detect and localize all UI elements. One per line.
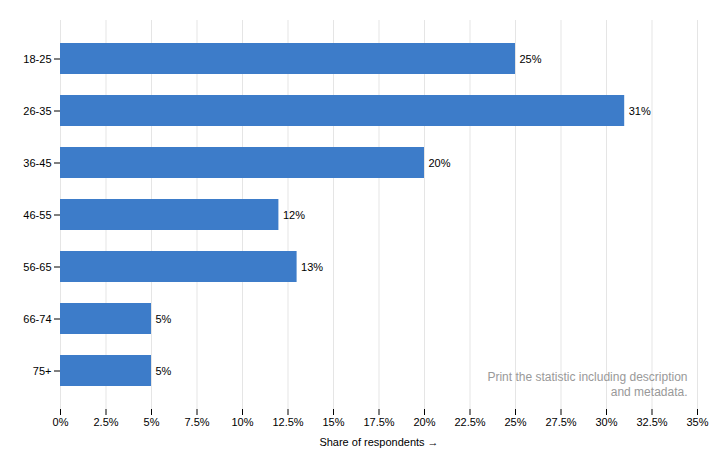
svg-text:36-45: 36-45 — [23, 157, 51, 169]
svg-text:30%: 30% — [595, 416, 617, 428]
svg-text:5%: 5% — [156, 313, 172, 325]
svg-text:2.5%: 2.5% — [93, 416, 118, 428]
svg-text:7.5%: 7.5% — [184, 416, 209, 428]
svg-text:Print the statistic including: Print the statistic including descriptio… — [487, 370, 687, 398]
svg-text:10%: 10% — [231, 416, 253, 428]
svg-text:17.5%: 17.5% — [363, 416, 394, 428]
svg-text:56-65: 56-65 — [23, 261, 51, 273]
svg-text:20%: 20% — [429, 157, 451, 169]
svg-text:66-74: 66-74 — [23, 313, 51, 325]
svg-text:25%: 25% — [520, 53, 542, 65]
svg-text:31%: 31% — [629, 105, 651, 117]
svg-text:18-25: 18-25 — [23, 53, 51, 65]
svg-text:27.5%: 27.5% — [545, 416, 576, 428]
svg-text:0%: 0% — [53, 416, 69, 428]
svg-text:12.5%: 12.5% — [272, 416, 303, 428]
svg-text:22.5%: 22.5% — [454, 416, 485, 428]
svg-text:13%: 13% — [301, 261, 323, 273]
svg-text:35%: 35% — [686, 416, 708, 428]
svg-text:20%: 20% — [413, 416, 435, 428]
svg-text:25%: 25% — [504, 416, 526, 428]
svg-text:26-35: 26-35 — [23, 105, 51, 117]
svg-text:32.5%: 32.5% — [636, 416, 667, 428]
svg-text:15%: 15% — [322, 416, 344, 428]
svg-text:46-55: 46-55 — [23, 209, 51, 221]
svg-text:75+: 75+ — [33, 365, 52, 377]
svg-text:Share of respondents →: Share of respondents → — [319, 436, 438, 448]
svg-text:12%: 12% — [283, 209, 305, 221]
svg-text:5%: 5% — [156, 365, 172, 377]
svg-text:5%: 5% — [144, 416, 160, 428]
